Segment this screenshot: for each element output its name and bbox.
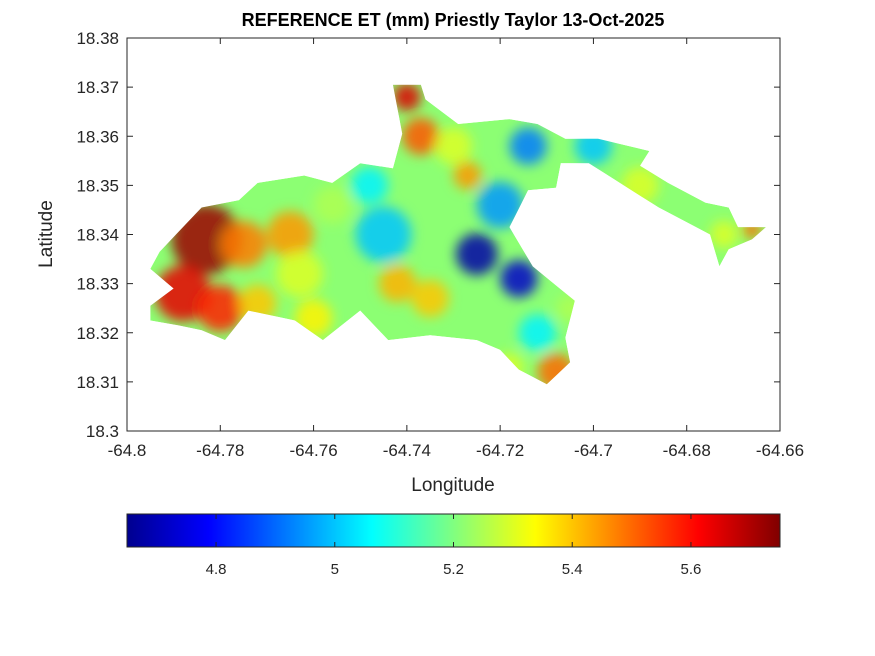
x-ticks: -64.8 -64.78 -64.76 -64.74 -64.72 -64.7 -64.68… [108, 38, 804, 460]
y-axis-label: Latitude [36, 200, 57, 268]
plot-axes: -64.8 -64.78 -64.76 -64.74 -64.72 -64.7 -64.68… [76, 29, 804, 460]
et-surface [150, 84, 767, 385]
et-hotspot-18 [500, 260, 538, 298]
et-hotspot-15 [434, 127, 473, 165]
x-axis-label: Longitude [411, 475, 494, 496]
colorbar-ticks: 4.8 5 5.2 5.4 5.6 [206, 514, 702, 578]
et-hotspot-4 [266, 211, 314, 258]
colorbar-tick-label: 5.4 [562, 561, 583, 578]
colorbar: 4.8 5 5.2 5.4 5.6 [126, 513, 781, 578]
chart-title: REFERENCE ET (mm) Priestly Taylor 13-Oct… [242, 10, 665, 30]
colorbar-tick-label: 5.6 [681, 561, 702, 578]
x-tick-label: -64.74 [383, 441, 431, 460]
x-tick-label: -64.8 [108, 441, 147, 460]
et-hotspot-1 [155, 265, 211, 322]
y-tick-label: 18.36 [76, 127, 119, 146]
x-tick-label: -64.7 [574, 441, 613, 460]
et-hotspot-14 [402, 117, 440, 155]
colorbar-tick-label: 5 [331, 561, 339, 578]
et-hotspot-19 [476, 181, 524, 229]
et-hotspot-0 [171, 204, 242, 275]
y-tick-label: 18.37 [76, 78, 119, 97]
colorbar-tick-label: 4.8 [206, 561, 227, 578]
y-tick-label: 18.38 [76, 29, 119, 48]
y-tick-label: 18.3 [86, 422, 119, 441]
et-hotspot-13 [392, 84, 421, 111]
y-tick-label: 18.34 [76, 226, 119, 245]
et-hotspot-11 [378, 264, 417, 303]
x-tick-label: -64.76 [289, 441, 337, 460]
et-hotspot-8 [313, 186, 351, 224]
y-tick-label: 18.35 [76, 176, 119, 195]
et-hotspot-17 [455, 233, 498, 276]
colorbar-tick-label: 5.2 [443, 561, 464, 578]
x-tick-label: -64.68 [663, 441, 711, 460]
et-hotspot-20 [509, 127, 547, 165]
x-tick-label: -64.72 [476, 441, 524, 460]
et-hotspot-9 [355, 206, 412, 263]
et-hotspot-10 [350, 166, 389, 205]
et-hotspot-27 [710, 220, 738, 249]
x-tick-label: -64.66 [756, 441, 804, 460]
y-tick-label: 18.31 [76, 373, 119, 392]
et-hotspot-3 [220, 221, 267, 268]
y-ticks: 18.3 18.31 18.32 18.33 18.34 18.35 18.36 18.37 1… [76, 29, 780, 441]
et-hotspot-22 [518, 314, 557, 352]
et-hotspot-12 [411, 279, 449, 318]
x-tick-label: -64.78 [196, 441, 244, 460]
et-hotspot-2 [197, 284, 244, 332]
y-tick-label: 18.33 [76, 275, 119, 294]
et-hotspot-7 [276, 250, 323, 298]
et-hotspot-16 [453, 161, 482, 190]
y-tick-label: 18.32 [76, 324, 119, 343]
